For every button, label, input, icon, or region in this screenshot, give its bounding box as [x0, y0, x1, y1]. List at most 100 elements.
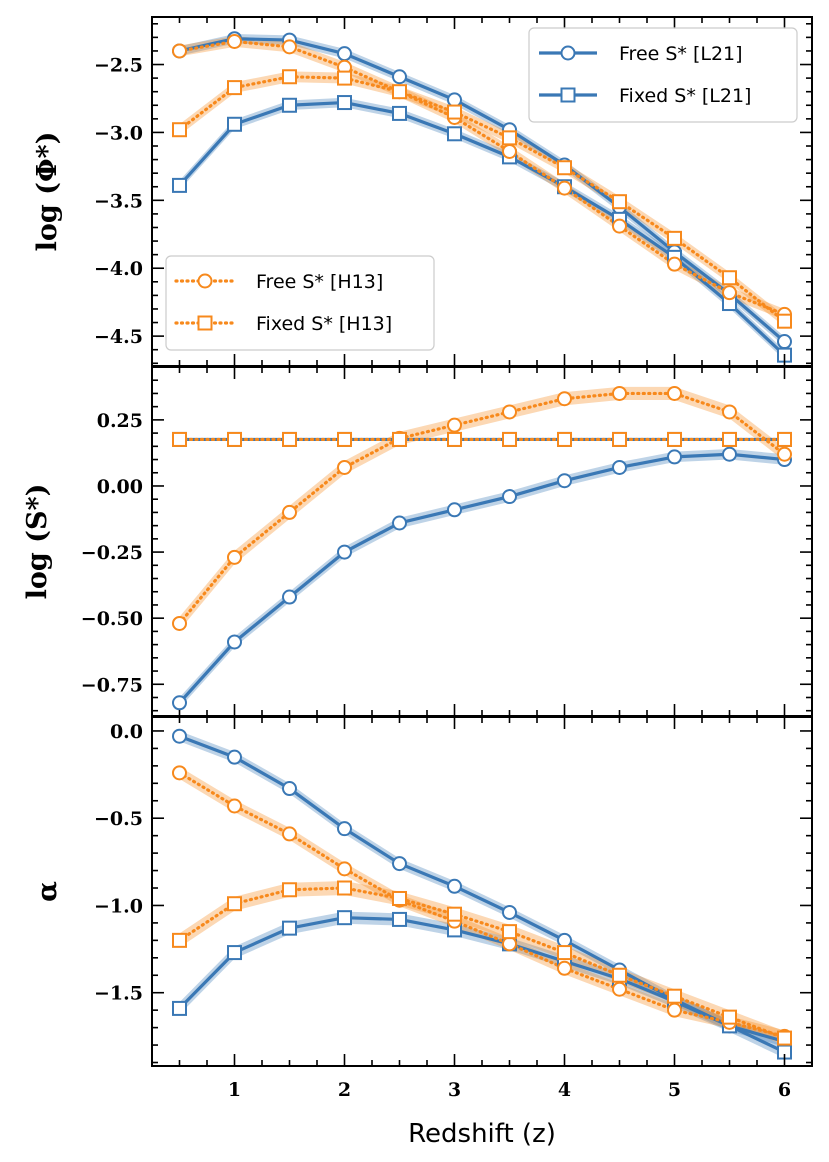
- marker-point: [722, 285, 737, 301]
- line-middle-0: [178, 452, 785, 704]
- legend-marker: [197, 273, 213, 289]
- marker-point: [447, 431, 462, 447]
- marker-point: [227, 634, 242, 650]
- marker-point: [172, 177, 187, 193]
- marker-point: [282, 97, 297, 113]
- marker-point: [227, 116, 242, 132]
- band-bottom-1: [179, 911, 785, 1059]
- y-axis-label-top: log (Φ*): [32, 132, 63, 252]
- marker-point: [557, 180, 572, 196]
- marker-point: [447, 502, 462, 518]
- legend-upper-right: Free S* [L21] Fixed S* [L21]: [528, 27, 798, 123]
- ytick-label-middle: −0.50: [81, 608, 143, 630]
- marker-point: [227, 549, 242, 565]
- marker-point: [392, 105, 407, 121]
- marker-point: [722, 270, 737, 286]
- line-bottom-1: [178, 916, 786, 1054]
- plot-area-middle: [177, 386, 787, 709]
- marker-point: [557, 932, 572, 948]
- marker-point: [337, 70, 352, 86]
- legend-box: [165, 255, 435, 351]
- marker-point: [172, 1000, 187, 1016]
- marker-point: [227, 945, 242, 961]
- marker-point: [282, 504, 297, 520]
- marker-point: [502, 904, 517, 920]
- marker-point: [172, 122, 187, 138]
- marker-point: [667, 385, 682, 401]
- legend-label: Fixed S* [L21]: [619, 85, 751, 107]
- marker-point: [227, 431, 242, 447]
- marker-point: [667, 256, 682, 272]
- line-bottom-3: [177, 886, 787, 1040]
- marker-point: [612, 194, 627, 210]
- marker-point: [557, 960, 572, 976]
- xtick-label: 4: [558, 1079, 571, 1101]
- marker-point: [667, 449, 682, 465]
- marker-point: [612, 967, 627, 983]
- panel-middle: 0.25 0.00 −0.25 −0.50 −0.75 log (S*): [22, 366, 813, 717]
- xtick-label: 6: [778, 1079, 791, 1101]
- line-top-1: [178, 100, 786, 357]
- markers-bottom-3: [172, 880, 792, 1046]
- marker-point: [337, 431, 352, 447]
- marker-point: [612, 459, 627, 475]
- marker-point: [557, 431, 572, 447]
- markers-top-3: [172, 69, 792, 329]
- legend-label: Free S* [L21]: [619, 43, 743, 65]
- marker-point: [557, 391, 572, 407]
- marker-point: [557, 473, 572, 489]
- marker-point: [337, 910, 352, 926]
- marker-point: [282, 781, 297, 797]
- marker-point: [282, 882, 297, 898]
- marker-point: [502, 130, 517, 146]
- band-top-3: [179, 71, 785, 327]
- markers-middle-0: [172, 446, 792, 711]
- marker-point: [172, 43, 187, 59]
- marker-point: [392, 69, 407, 85]
- marker-point: [777, 334, 792, 350]
- xtick-label: 5: [668, 1079, 681, 1101]
- marker-point: [337, 459, 352, 475]
- marker-point: [612, 385, 627, 401]
- marker-point: [337, 880, 352, 896]
- legend-marker: [197, 315, 213, 331]
- markers-top-1: [172, 95, 792, 363]
- marker-point: [282, 826, 297, 842]
- line-bottom-2: [177, 771, 787, 1038]
- marker-point: [502, 936, 517, 952]
- panel-top: −2.5 −3.0 −3.5 −4.0 −4.5 log (Φ*) Free S* [L21…: [32, 16, 813, 367]
- marker-point: [392, 911, 407, 927]
- marker-point: [667, 988, 682, 1004]
- marker-point: [282, 431, 297, 447]
- marker-point: [227, 80, 242, 96]
- marker-point: [172, 615, 187, 631]
- marker-point: [777, 431, 792, 447]
- ytick-label-middle: −0.25: [81, 542, 143, 564]
- line-top-3: [177, 75, 787, 323]
- marker-point: [447, 92, 462, 108]
- marker-point: [557, 160, 572, 176]
- legend-marker: [560, 45, 576, 61]
- marker-point: [337, 95, 352, 111]
- marker-point: [282, 39, 297, 55]
- marker-point: [502, 404, 517, 420]
- ticks-bottom: [151, 717, 813, 1066]
- marker-point: [502, 143, 517, 159]
- ytick-label-top: −3.0: [94, 122, 143, 144]
- marker-point: [502, 489, 517, 505]
- legend-lower-left: Free S* [H13] Fixed S* [H13]: [165, 255, 435, 351]
- marker-point: [502, 431, 517, 447]
- marker-point: [282, 69, 297, 85]
- xtick-label: 2: [338, 1079, 351, 1101]
- line-middle-2: [177, 391, 787, 626]
- marker-point: [447, 878, 462, 894]
- marker-point: [337, 861, 352, 877]
- legend-label: Fixed S* [H13]: [256, 313, 392, 335]
- ytick-label-middle: −0.75: [81, 674, 143, 696]
- ytick-label-bottom: −0.5: [94, 808, 143, 830]
- marker-point: [447, 906, 462, 922]
- marker-point: [447, 126, 462, 142]
- marker-point: [227, 798, 242, 814]
- marker-point: [227, 749, 242, 765]
- marker-point: [667, 230, 682, 246]
